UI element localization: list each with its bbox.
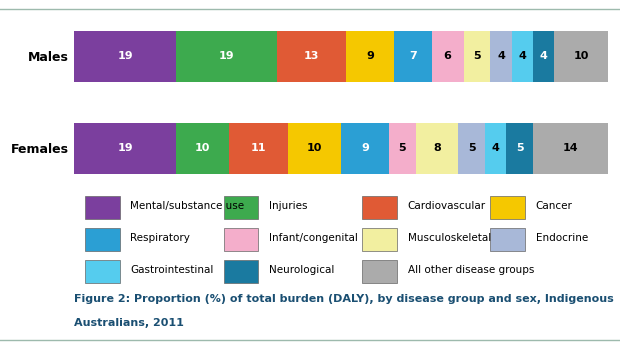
Bar (533, 123, 608, 173)
Bar (394, 31, 432, 82)
Text: 10: 10 (195, 143, 210, 153)
Text: 14: 14 (562, 143, 578, 153)
Text: 4: 4 (539, 51, 547, 61)
Bar (347, 31, 394, 82)
Text: Figure 2: Proportion (%) of total burden (DALY), by disease group and sex, Indig: Figure 2: Proportion (%) of total burden… (74, 294, 614, 304)
FancyBboxPatch shape (362, 260, 397, 283)
FancyBboxPatch shape (85, 228, 120, 251)
Text: Musculoskeletal: Musculoskeletal (408, 233, 491, 243)
Bar (389, 123, 415, 173)
Text: 7: 7 (409, 51, 417, 61)
Text: Neurological: Neurological (269, 266, 334, 275)
Bar (533, 31, 554, 82)
FancyBboxPatch shape (85, 196, 120, 219)
Bar (432, 31, 464, 82)
Bar (490, 31, 511, 82)
Text: 10: 10 (574, 51, 588, 61)
FancyBboxPatch shape (224, 260, 259, 283)
FancyBboxPatch shape (490, 196, 525, 219)
Text: 9: 9 (361, 143, 369, 153)
Text: Australians, 2011: Australians, 2011 (74, 318, 184, 327)
Text: 9: 9 (366, 51, 374, 61)
Bar (507, 123, 533, 173)
Bar (277, 31, 347, 82)
Text: Mental/substance use: Mental/substance use (130, 201, 244, 211)
FancyBboxPatch shape (224, 196, 259, 219)
Text: Injuries: Injuries (269, 201, 308, 211)
Text: 4: 4 (497, 51, 505, 61)
Text: 4: 4 (492, 143, 500, 153)
Bar (341, 123, 389, 173)
Text: Infant/congenital: Infant/congenital (269, 233, 358, 243)
Bar (74, 31, 175, 82)
Text: All other disease groups: All other disease groups (408, 266, 534, 275)
Text: Cardiovascular: Cardiovascular (408, 201, 486, 211)
Bar (485, 123, 507, 173)
FancyBboxPatch shape (224, 228, 259, 251)
Text: 5: 5 (399, 143, 406, 153)
Text: 11: 11 (250, 143, 266, 153)
FancyBboxPatch shape (362, 196, 397, 219)
Text: 19: 19 (117, 51, 133, 61)
Text: 4: 4 (518, 51, 526, 61)
Text: Cancer: Cancer (536, 201, 572, 211)
FancyBboxPatch shape (85, 260, 120, 283)
Text: 19: 19 (117, 143, 133, 153)
Text: 6: 6 (444, 51, 451, 61)
FancyBboxPatch shape (490, 228, 525, 251)
Bar (464, 31, 490, 82)
Text: 19: 19 (218, 51, 234, 61)
Bar (415, 123, 458, 173)
Bar (175, 31, 277, 82)
Text: Gastrointestinal: Gastrointestinal (130, 266, 214, 275)
Text: 8: 8 (433, 143, 441, 153)
Bar (175, 123, 229, 173)
Text: 5: 5 (516, 143, 523, 153)
Bar (554, 31, 608, 82)
Bar (458, 123, 485, 173)
Text: 10: 10 (307, 143, 322, 153)
Bar (512, 31, 533, 82)
Text: 5: 5 (468, 143, 476, 153)
Text: 13: 13 (304, 51, 319, 61)
FancyBboxPatch shape (362, 228, 397, 251)
Text: 5: 5 (473, 51, 480, 61)
Text: Respiratory: Respiratory (130, 233, 190, 243)
Text: Endocrine: Endocrine (536, 233, 588, 243)
Bar (74, 123, 175, 173)
Bar (229, 123, 288, 173)
Bar (288, 123, 341, 173)
